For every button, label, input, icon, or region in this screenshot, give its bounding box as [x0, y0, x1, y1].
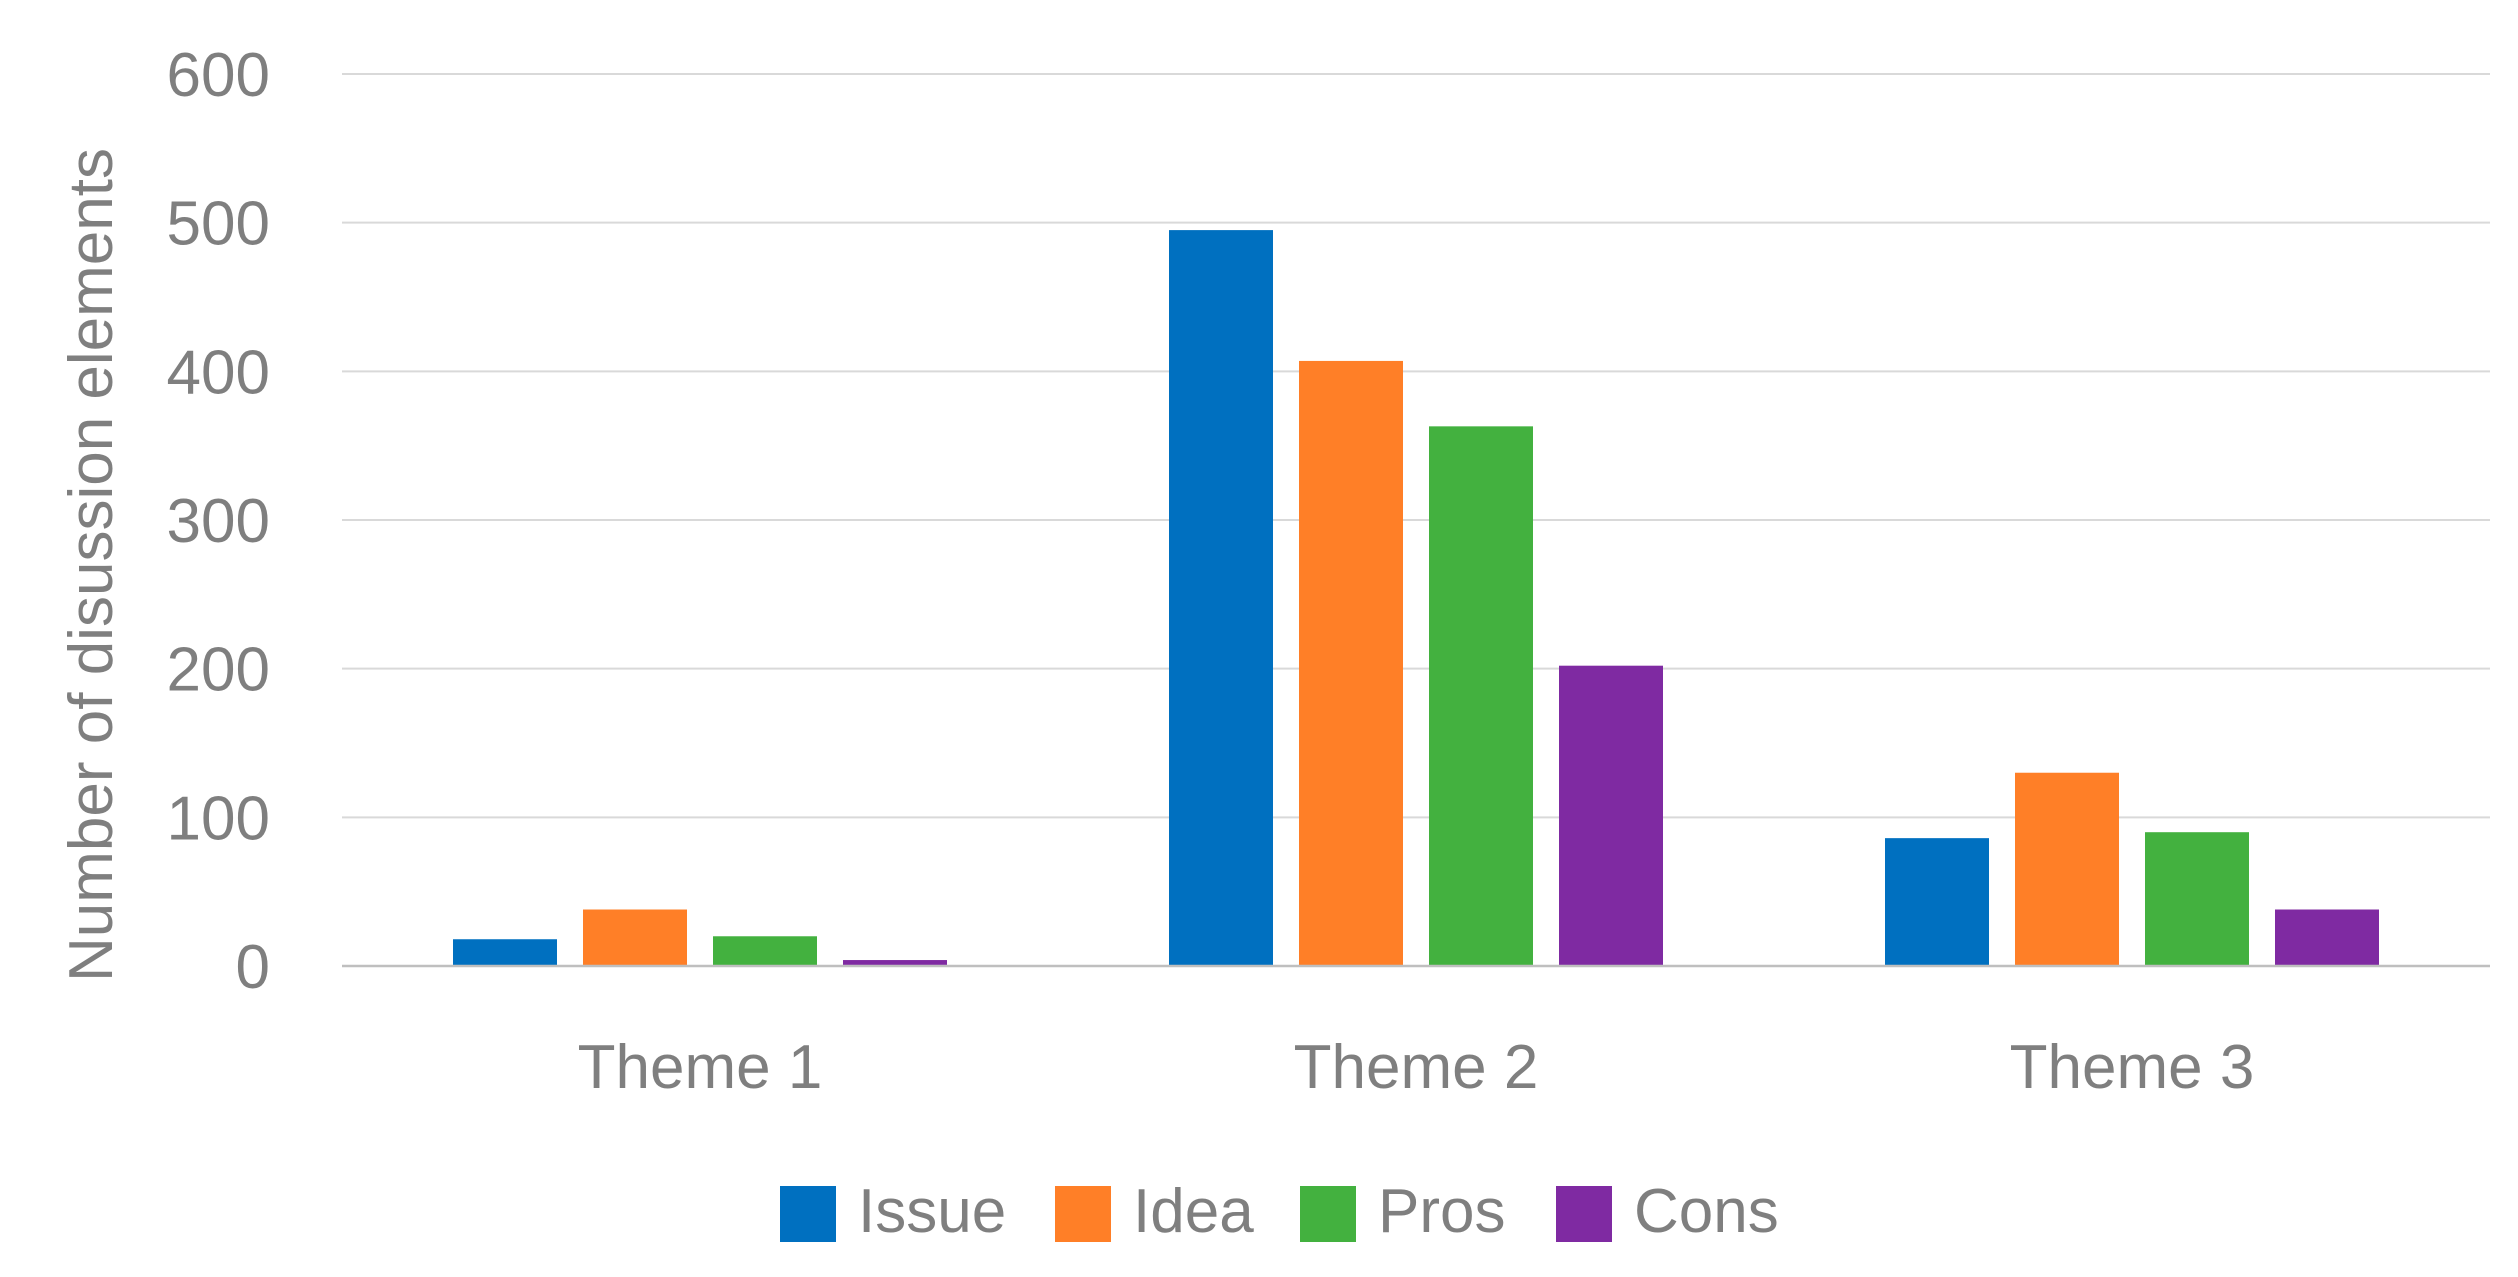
legend-label-cons: Cons: [1634, 1177, 1779, 1246]
bar-idea-1: [583, 909, 687, 966]
legend-label-pros: Pros: [1378, 1177, 1505, 1246]
y-tick-label: 200: [167, 636, 270, 705]
bar-pros-2: [1429, 426, 1533, 967]
x-category-label: Theme 1: [578, 1033, 823, 1102]
bar-idea-2: [1299, 360, 1403, 967]
bars: [453, 230, 2379, 967]
y-tick-label: 300: [167, 487, 270, 556]
y-tick-label: 600: [167, 41, 270, 110]
bar-cons-2: [1559, 665, 1663, 966]
y-tick-label: 0: [236, 933, 270, 1002]
legend-swatch-idea: [1055, 1186, 1111, 1242]
x-category-labels: Theme 1 Theme 2 Theme 3: [578, 1033, 2255, 1102]
bar-pros-3: [2145, 832, 2249, 966]
legend-swatch-pros: [1300, 1186, 1356, 1242]
bar-cons-3: [2275, 909, 2379, 966]
legend-label-issue: Issue: [858, 1177, 1006, 1246]
bar-cons-1: [843, 960, 947, 966]
x-category-label: Theme 3: [2010, 1033, 2255, 1102]
y-tick-labels: 0 100 200 300 400 500 600: [167, 41, 270, 1002]
bar-pros-1: [713, 936, 817, 966]
y-tick-label: 100: [167, 784, 270, 853]
x-category-label: Theme 2: [1294, 1033, 1539, 1102]
y-axis-title: Number of disussion elements: [57, 148, 126, 982]
bar-issue-3: [1885, 838, 1989, 966]
gridlines: [342, 73, 2490, 819]
y-tick-label: 500: [167, 190, 270, 259]
legend-swatch-cons: [1556, 1186, 1612, 1242]
bar-issue-2: [1169, 230, 1273, 967]
legend-label-idea: Idea: [1133, 1177, 1254, 1246]
legend-swatch-issue: [780, 1186, 836, 1242]
bar-idea-3: [2015, 772, 2119, 966]
bar-issue-1: [453, 939, 557, 966]
legend: Issue Idea Pros Cons: [780, 1177, 1779, 1246]
y-tick-label: 400: [167, 338, 270, 407]
